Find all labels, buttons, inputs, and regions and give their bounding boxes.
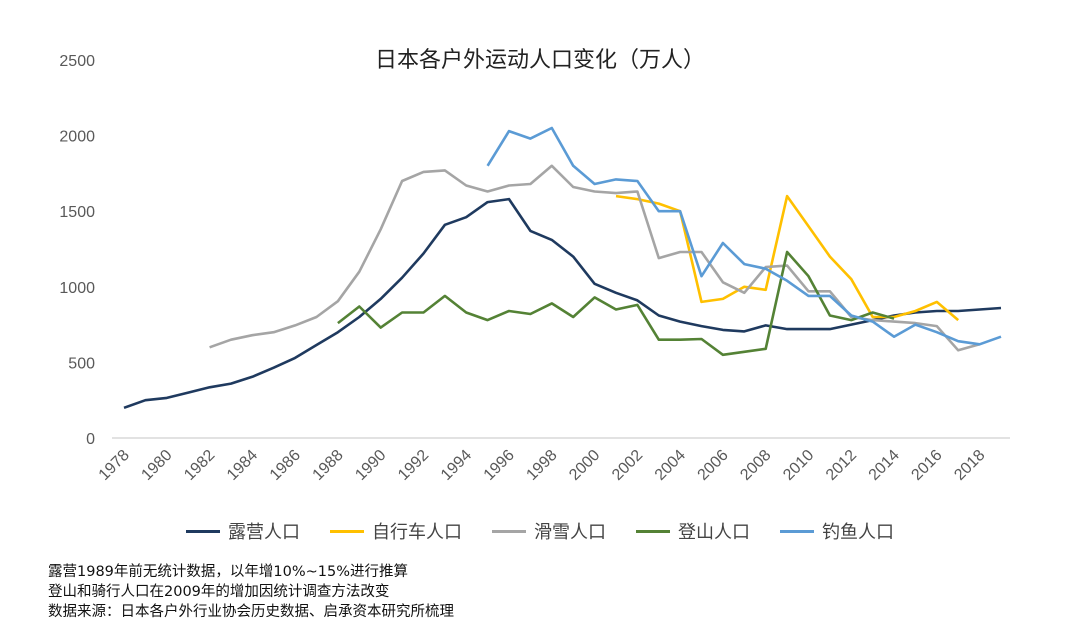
x-tick-label: 2016: [908, 447, 945, 484]
chart-title: 日本各户外运动人口变化（万人）: [374, 48, 705, 73]
x-tick-label: 1984: [224, 447, 261, 484]
note-2: 登山和骑行人口在2009年的增加因统计调查方法改变: [48, 584, 390, 600]
x-tick-label: 1992: [395, 447, 432, 484]
x-tick-label: 1998: [523, 447, 560, 484]
y-tick-label: 2000: [59, 129, 95, 146]
legend-label: 钓鱼人口: [822, 522, 894, 543]
note-3: 数据来源：日本各户外行业协会历史数据、启承资本研究所梳理: [48, 604, 454, 620]
x-tick-label: 2018: [951, 447, 988, 484]
legend-swatch: [330, 529, 364, 533]
legend-item: 自行车人口: [330, 518, 462, 544]
legend-item: 露营人口: [186, 518, 300, 544]
note-1: 露营1989年前无统计数据，以年增10%~15%进行推算: [48, 564, 409, 580]
legend-item: 滑雪人口: [492, 518, 606, 544]
y-tick-label: 2500: [59, 53, 95, 70]
legend-label: 自行车人口: [372, 522, 462, 543]
legend-label: 登山人口: [678, 522, 750, 543]
legend-label: 滑雪人口: [534, 522, 606, 543]
y-tick-label: 500: [68, 355, 95, 372]
y-tick-label: 1000: [59, 280, 95, 297]
x-tick-label: 2004: [652, 447, 689, 484]
x-tick-label: 2012: [823, 447, 860, 484]
legend-label: 露营人口: [228, 522, 300, 543]
x-tick-label: 2008: [737, 447, 774, 484]
legend-item: 钓鱼人口: [780, 518, 894, 544]
series-line-3: [337, 250, 895, 357]
series-line-4: [486, 126, 1002, 346]
x-tick-label: 1994: [438, 447, 475, 484]
series-line-0: [123, 197, 1002, 410]
x-tick-label: 2014: [866, 447, 903, 484]
legend-item: 登山人口: [636, 518, 750, 544]
series-line-2: [209, 164, 980, 352]
series-line-1: [615, 194, 960, 322]
x-tick-label: 2000: [566, 447, 603, 484]
x-tick-label: 1978: [96, 447, 133, 484]
x-tick-label: 2002: [609, 447, 646, 484]
legend-swatch: [780, 529, 814, 533]
footnotes: 露营1989年前无统计数据，以年增10%~15%进行推算 登山和骑行人口在200…: [48, 562, 454, 622]
x-tick-label: 1996: [481, 447, 518, 484]
x-tick-label: 1990: [352, 447, 389, 484]
x-tick-label: 1986: [267, 447, 304, 484]
x-tick-label: 1988: [310, 447, 347, 484]
y-tick-label: 0: [86, 431, 95, 448]
x-tick-label: 1980: [138, 447, 175, 484]
x-tick-label: 1982: [181, 447, 218, 484]
legend: 露营人口 自行车人口 滑雪人口 登山人口 钓鱼人口: [0, 518, 1080, 544]
legend-swatch: [492, 529, 526, 533]
legend-swatch: [186, 529, 220, 533]
y-tick-label: 1500: [59, 204, 95, 221]
x-tick-label: 2006: [695, 447, 732, 484]
x-tick-label: 2010: [780, 447, 817, 484]
legend-swatch: [636, 529, 670, 533]
